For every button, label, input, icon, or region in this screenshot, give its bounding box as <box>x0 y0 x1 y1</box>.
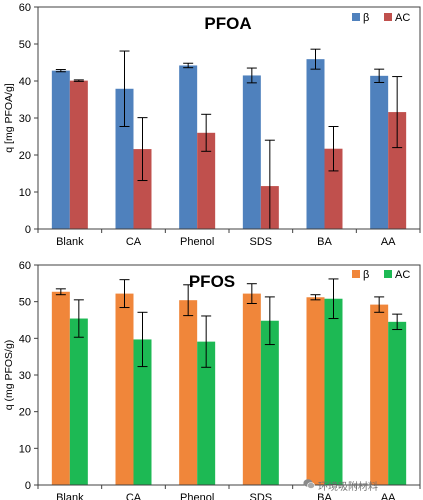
bar-pfoa-ac-ba <box>324 148 343 229</box>
bar-pfos-ac-ca <box>133 339 152 485</box>
plot-frame <box>37 6 421 230</box>
bar-pfoa-ac-blank <box>69 80 88 229</box>
wechat-logo-icon <box>303 479 315 489</box>
bar-pfoa-ac-ca <box>133 149 152 229</box>
y-tick-label: 40 <box>19 333 31 345</box>
y-tick-label: 20 <box>19 150 31 162</box>
y-axis-label: q [mg PFOA/g] <box>3 83 15 153</box>
x-tick-label-aa: AA <box>381 236 396 248</box>
y-tick-label: 60 <box>19 260 31 272</box>
x-tick-label-sds: SDS <box>250 236 273 248</box>
y-tick-label: 50 <box>19 297 31 309</box>
bar-pfoa-ac-phenol <box>197 132 216 229</box>
legend-swatch-ac <box>384 270 392 278</box>
y-tick-label: 40 <box>19 76 31 88</box>
chart-pfoa: 0 10 20 30 40 50 60 Blank CA Phenol SDS BA AA q [mg P… <box>3 2 421 248</box>
x-tick-label-ba: BA <box>317 236 332 248</box>
y-tick-label: 60 <box>19 2 31 14</box>
legend-label-beta: β <box>363 12 369 24</box>
x-tick-label-phenol: Phenol <box>180 492 214 500</box>
x-tick-label-aa: AA <box>381 492 396 500</box>
legend-label-beta: β <box>363 269 369 281</box>
watermark-text: 环境吸附材料 <box>318 482 378 493</box>
x-tick-label-blank: Blank <box>56 236 84 248</box>
x-tick-label-ca: CA <box>126 236 142 248</box>
legend-swatch-beta <box>352 270 360 278</box>
x-tick-label-ca: CA <box>126 492 142 500</box>
bar-pfos-ac-sds <box>260 320 279 485</box>
chart-pfos: 0 10 20 30 40 50 60 Blank CA Phenol SDS BA AA q (mg P… <box>3 260 421 500</box>
x-tick-label-blank: Blank <box>56 492 84 500</box>
y-axis-label: q (mg PFOS/g) <box>3 340 15 411</box>
chart-title: PFOS <box>189 272 235 291</box>
bar-pfos-beta-ca <box>115 293 134 485</box>
x-tick-label-phenol: Phenol <box>180 236 214 248</box>
bar-pfos-beta-blank <box>51 291 70 485</box>
legend-label-ac: AC <box>395 269 410 281</box>
y-tick-label: 20 <box>19 407 31 419</box>
bar-pfos-beta-sds <box>242 293 261 485</box>
x-tick-label-sds: SDS <box>250 492 273 500</box>
bar-pfos-beta-phenol <box>179 300 198 485</box>
bar-pfos-beta-aa <box>370 304 389 485</box>
plot-frame <box>37 264 421 486</box>
bar-pfos-beta-ba <box>306 297 325 485</box>
bar-pfoa-beta-aa <box>370 75 389 229</box>
bar-pfos-ac-phenol <box>197 341 216 485</box>
chart-title: PFOA <box>204 14 251 33</box>
bar-pfoa-beta-sds <box>242 75 261 229</box>
bar-pfoa-beta-ba <box>306 59 325 229</box>
y-tick-label: 30 <box>19 370 31 382</box>
y-tick-label: 0 <box>25 224 31 236</box>
bar-pfos-ac-blank <box>69 318 88 485</box>
bar-pfoa-beta-phenol <box>179 65 198 230</box>
y-tick-label: 30 <box>19 113 31 125</box>
bar-pfoa-beta-blank <box>51 70 70 229</box>
bar-pfoa-beta-ca <box>115 88 134 230</box>
legend-swatch-beta <box>352 13 360 21</box>
y-tick-label: 10 <box>19 187 31 199</box>
y-tick-label: 10 <box>19 443 31 455</box>
legend-label-ac: AC <box>395 12 410 24</box>
bar-pfos-ac-aa <box>388 321 407 485</box>
x-tick-label-ba: BA <box>317 492 332 500</box>
y-tick-label: 50 <box>19 39 31 51</box>
bar-pfoa-ac-aa <box>388 112 407 229</box>
y-tick-label: 0 <box>25 480 31 492</box>
bar-pfos-ac-ba <box>324 298 343 485</box>
legend-swatch-ac <box>384 13 392 21</box>
